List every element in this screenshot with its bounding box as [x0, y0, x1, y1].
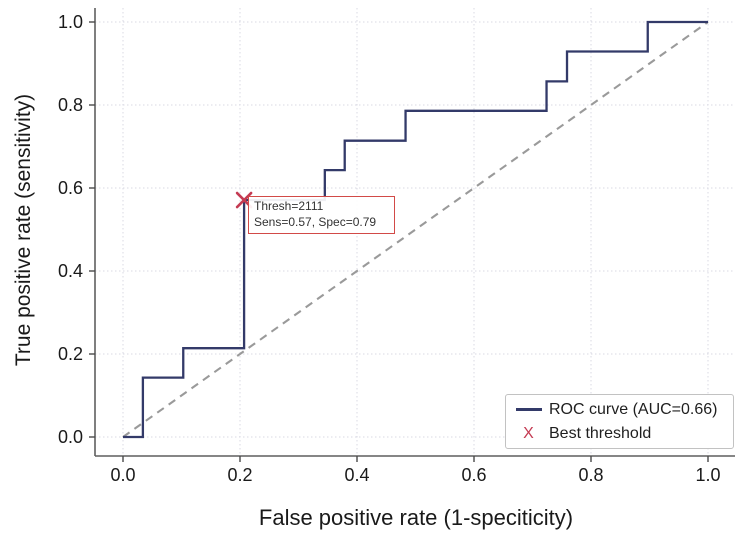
- line-swatch-icon: [515, 408, 542, 411]
- x-marker-icon: X: [523, 424, 534, 442]
- x-tick-label: 1.0: [695, 465, 720, 485]
- x-tick-label: 0.6: [461, 465, 486, 485]
- annotation-threshold-line: Thresh=2111: [254, 199, 324, 213]
- best-threshold-swatch: X: [515, 424, 542, 442]
- x-axis-title: False positive rate (1-speciticity): [258, 505, 574, 530]
- legend-entry-best-threshold: X Best threshold: [515, 423, 733, 444]
- legend-entry-roc-curve: ROC curve (AUC=0.66): [515, 399, 733, 420]
- y-tick-label: 0.6: [58, 178, 83, 198]
- threshold-annotation: Thresh=2111 Sens=0.57, Spec=0.79: [248, 196, 395, 235]
- roc-curve-line: [123, 20, 708, 439]
- x-tick-label: 0.0: [110, 465, 135, 485]
- y-tick-label: 0.4: [58, 261, 83, 281]
- x-tick-label: 0.2: [227, 465, 252, 485]
- best-threshold-marker: [235, 191, 253, 209]
- chance-diagonal-line: [122, 21, 709, 438]
- legend-label-best-threshold: Best threshold: [549, 424, 652, 442]
- x-tick-label: 0.8: [578, 465, 603, 485]
- legend-label-roc-curve: ROC curve (AUC=0.66): [549, 400, 718, 418]
- y-tick-label: 0.0: [58, 427, 83, 447]
- x-tick-label: 0.4: [344, 465, 369, 485]
- y-tick-label: 0.8: [58, 95, 83, 115]
- roc-line-swatch: [515, 408, 542, 411]
- legend: ROC curve (AUC=0.66) X Best threshold: [505, 394, 734, 449]
- annotation-sens-spec-line: Sens=0.57, Spec=0.79: [254, 214, 377, 229]
- y-tick-label: 0.2: [58, 344, 83, 364]
- y-axis-title: True positive rate (sensitivity): [12, 93, 35, 367]
- y-tick-label: 1.0: [58, 12, 83, 32]
